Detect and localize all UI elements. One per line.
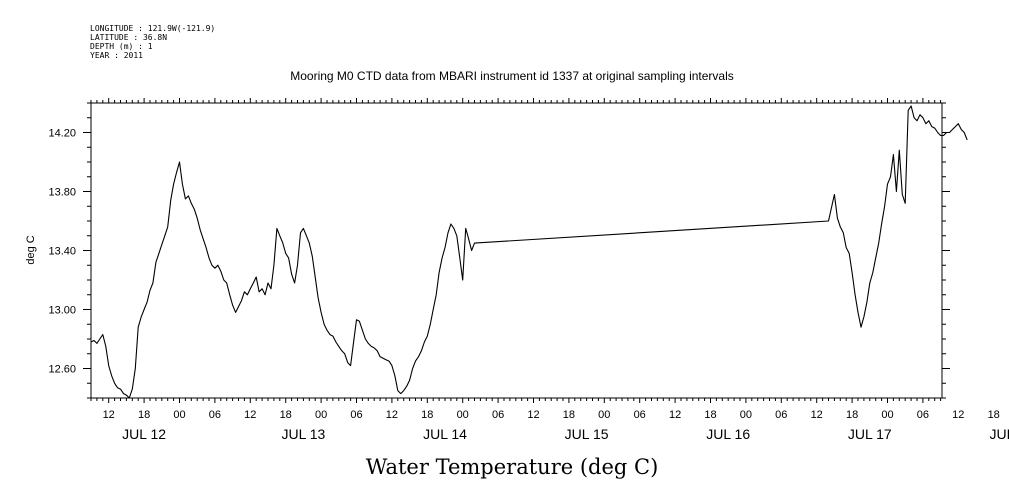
x-day-label: JUL 15	[565, 426, 609, 442]
x-day-label: JUL 12	[122, 426, 166, 442]
x-tick-label: 18	[704, 409, 716, 421]
x-day-label: JUL 18	[989, 426, 1009, 442]
x-day-label: JUL 13	[281, 426, 325, 442]
metadata-block: LONGITUDE : 121.9W(-121.9) LATITUDE : 36…	[90, 24, 215, 60]
x-tick-label: 18	[846, 409, 858, 421]
meta-latitude: LATITUDE : 36.8N	[90, 33, 167, 42]
x-tick-label: 12	[527, 409, 539, 421]
x-tick-label: 00	[173, 409, 185, 421]
x-tick-label: 12	[103, 409, 115, 421]
x-tick-label: 00	[457, 409, 469, 421]
x-tick-label: 12	[952, 409, 964, 421]
x-tick-label: 00	[315, 409, 327, 421]
series-line-water-temperature	[90, 105, 968, 399]
x-day-label: JUL 16	[706, 426, 750, 442]
chart-title: Mooring M0 CTD data from MBARI instrumen…	[290, 69, 734, 83]
x-tick-label: 18	[563, 409, 575, 421]
x-tick-label: 12	[244, 409, 256, 421]
y-tick-label: 13.00	[48, 305, 76, 317]
x-tick-label: 12	[669, 409, 681, 421]
plot-frame	[90, 102, 943, 399]
x-tick-label: 18	[280, 409, 292, 421]
y-tick-label: 14.20	[48, 128, 76, 140]
y-tick-label: 13.40	[48, 246, 76, 258]
x-tick-label: 18	[421, 409, 433, 421]
y-tick-label: 12.60	[48, 364, 76, 376]
y-axis-label: deg C	[25, 235, 37, 264]
x-tick-label: 12	[811, 409, 823, 421]
meta-longitude: LONGITUDE : 121.9W(-121.9)	[90, 24, 215, 33]
axes: 12 18 00 06 12 18 00 06 12 18 00 06 12 18 00 06 12 18 00 06…	[48, 98, 1009, 442]
x-tick-label: 06	[634, 409, 646, 421]
x-day-label: JUL 14	[423, 426, 467, 442]
x-tick-label: 06	[917, 409, 929, 421]
meta-depth: DEPTH (m) : 1	[90, 42, 153, 51]
meta-year: YEAR : 2011	[90, 51, 143, 60]
x-tick-label: 18	[138, 409, 150, 421]
x-tick-label: 12	[386, 409, 398, 421]
x-tick-label: 06	[492, 409, 504, 421]
variable-title: Water Temperature (deg C)	[366, 455, 659, 479]
y-tick-label: 13.80	[48, 187, 76, 199]
x-tick-label: 06	[775, 409, 787, 421]
x-tick-label: 00	[598, 409, 610, 421]
x-tick-label: 18	[988, 409, 1000, 421]
x-tick-label: 00	[881, 409, 893, 421]
x-tick-label: 06	[209, 409, 221, 421]
x-tick-label: 00	[740, 409, 752, 421]
x-day-label: JUL 17	[848, 426, 892, 442]
x-tick-label: 06	[350, 409, 362, 421]
